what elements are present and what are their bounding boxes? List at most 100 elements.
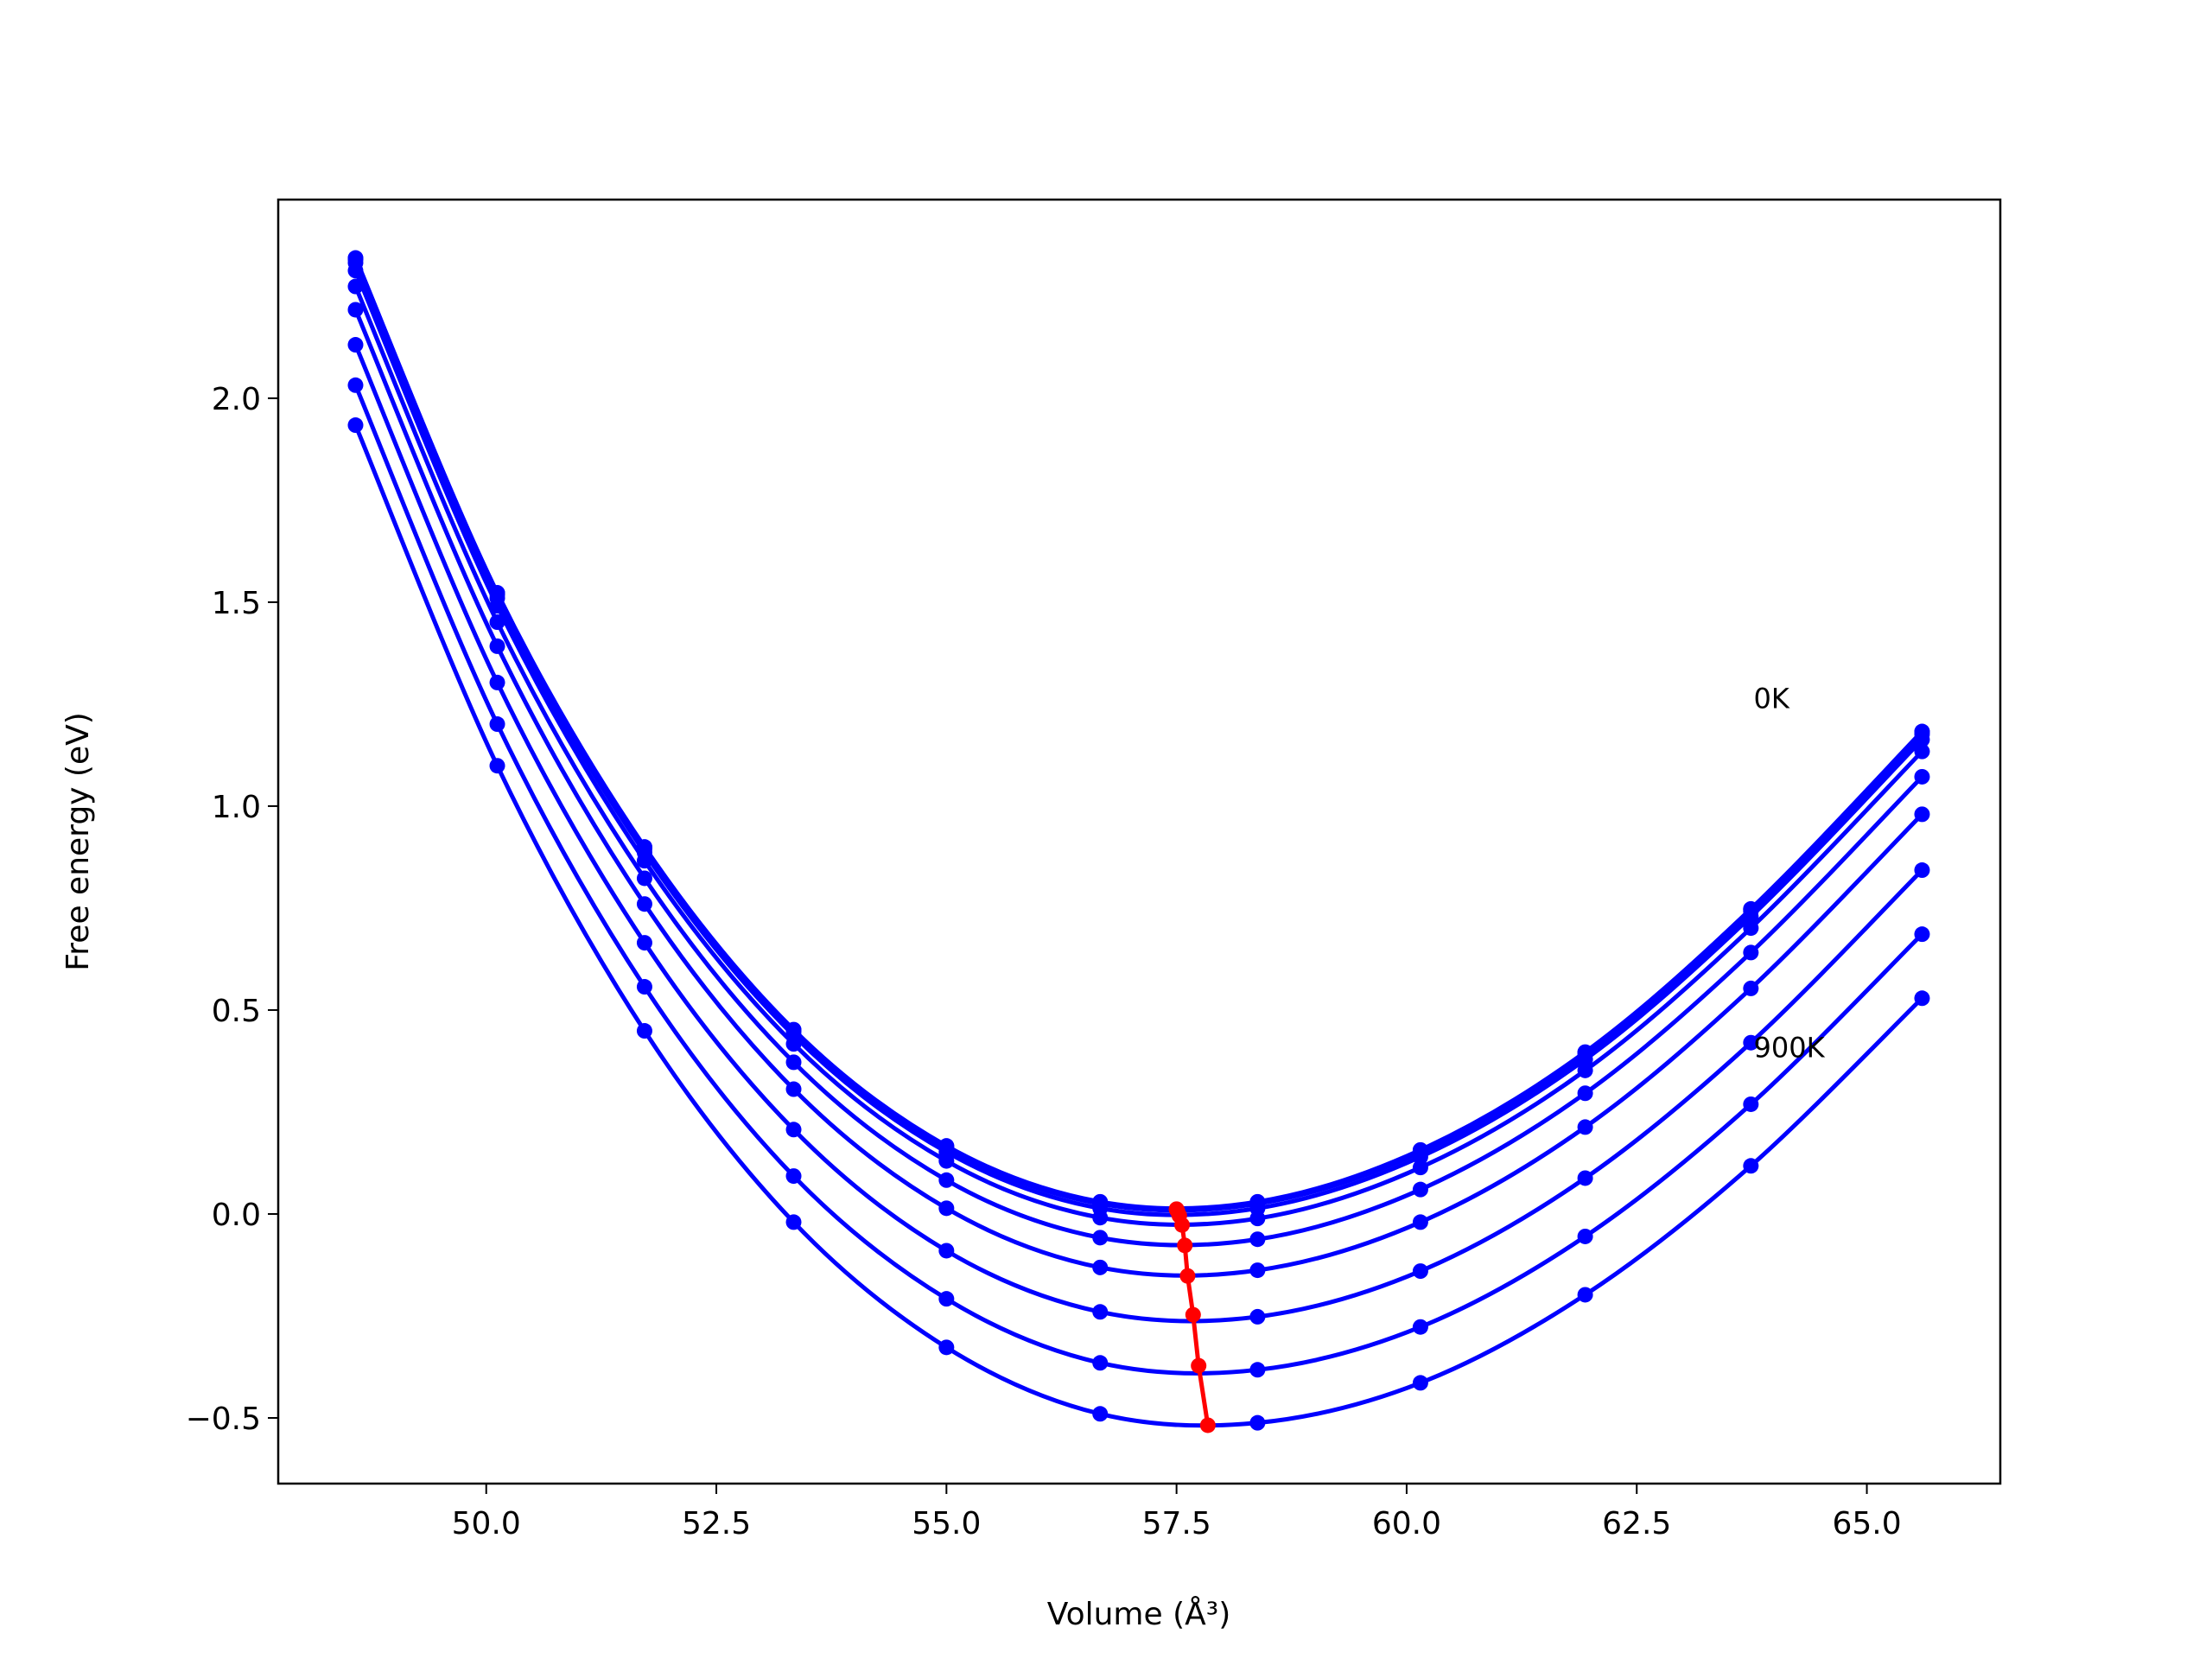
point	[489, 758, 505, 774]
point	[489, 674, 505, 690]
point	[785, 1168, 802, 1185]
point	[1249, 1211, 1266, 1227]
point	[636, 870, 652, 887]
point	[938, 1172, 955, 1188]
x-tick-label: 57.5	[1142, 1506, 1211, 1541]
point	[1249, 1231, 1266, 1248]
point	[1092, 1259, 1109, 1275]
point	[938, 1200, 955, 1217]
point	[785, 1081, 802, 1097]
x-tick-label: 60.0	[1372, 1506, 1441, 1541]
point	[347, 302, 364, 318]
point	[938, 1243, 955, 1259]
y-axis-label: Free energy (eV)	[60, 712, 96, 971]
plot-frame	[276, 198, 2002, 1485]
x-tick-label: 55.0	[912, 1506, 981, 1541]
point	[347, 337, 364, 353]
y-tick-label: 1.0	[212, 790, 261, 825]
point	[1249, 1362, 1266, 1378]
point	[347, 278, 364, 295]
point	[636, 896, 652, 912]
point	[489, 638, 505, 654]
annotation: 0K	[1754, 682, 1790, 715]
point	[1743, 980, 1759, 996]
series-line	[353, 285, 1924, 1248]
point	[1577, 1085, 1593, 1102]
x-axis-label: Volume (Å³)	[1047, 1595, 1230, 1632]
point	[1249, 1308, 1266, 1325]
point	[785, 1122, 802, 1138]
point	[1092, 1230, 1109, 1246]
x-tick-label: 62.5	[1602, 1506, 1671, 1541]
point	[1412, 1375, 1428, 1391]
point	[1914, 768, 1930, 785]
point	[1743, 1096, 1759, 1112]
point	[1577, 1062, 1593, 1078]
point	[636, 979, 652, 995]
minimum-point	[1185, 1306, 1201, 1323]
point	[1092, 1355, 1109, 1371]
point	[1914, 926, 1930, 943]
point	[1577, 1170, 1593, 1186]
point	[1412, 1160, 1428, 1176]
point	[1743, 908, 1759, 925]
point	[785, 1214, 802, 1230]
point	[1914, 862, 1930, 879]
point	[1577, 1119, 1593, 1135]
minimum-point	[1191, 1357, 1207, 1374]
point	[938, 1291, 955, 1307]
series-line	[353, 262, 1924, 1217]
point	[1092, 1406, 1109, 1422]
point	[938, 1339, 955, 1356]
point	[1914, 990, 1930, 1007]
point	[1743, 944, 1759, 961]
point	[1412, 1263, 1428, 1280]
point	[1092, 1210, 1109, 1226]
y-tick-label: 2.0	[212, 382, 261, 417]
point	[636, 935, 652, 951]
series-line	[353, 384, 1924, 1376]
point	[489, 614, 505, 631]
series-line	[353, 258, 1924, 1213]
point	[347, 417, 364, 434]
point	[938, 1153, 955, 1169]
series-line	[353, 257, 1924, 1211]
point	[1249, 1262, 1266, 1279]
point	[1412, 1181, 1428, 1198]
series-line	[353, 424, 1924, 1428]
y-tick-label: 0.0	[212, 1198, 261, 1233]
point	[1577, 1052, 1593, 1068]
minimum-point	[1179, 1268, 1196, 1284]
point	[489, 716, 505, 733]
point	[636, 1023, 652, 1039]
series-line	[353, 270, 1924, 1227]
minimum-point	[1177, 1237, 1193, 1254]
point	[1914, 806, 1930, 823]
point	[347, 377, 364, 393]
point	[1577, 1287, 1593, 1303]
series-line	[353, 308, 1924, 1278]
point	[1249, 1414, 1266, 1431]
point	[785, 1036, 802, 1052]
minimum-point	[1174, 1217, 1191, 1233]
y-tick-label: 0.5	[212, 994, 261, 1029]
point	[636, 853, 652, 869]
x-tick-label: 50.0	[452, 1506, 521, 1541]
point	[1743, 1158, 1759, 1174]
point	[1412, 1319, 1428, 1335]
point	[1743, 920, 1759, 937]
minimum-point	[1199, 1417, 1216, 1433]
point	[785, 1054, 802, 1071]
point	[1412, 1214, 1428, 1230]
point	[347, 263, 364, 279]
series-line	[353, 257, 1924, 1211]
point	[1914, 731, 1930, 747]
x-tick-label: 65.0	[1832, 1506, 1901, 1541]
annotation: 900K	[1754, 1031, 1826, 1064]
point	[1914, 743, 1930, 760]
y-tick-label: −0.5	[186, 1402, 261, 1437]
x-tick-label: 52.5	[682, 1506, 751, 1541]
point	[1743, 1034, 1759, 1051]
point	[1092, 1304, 1109, 1320]
